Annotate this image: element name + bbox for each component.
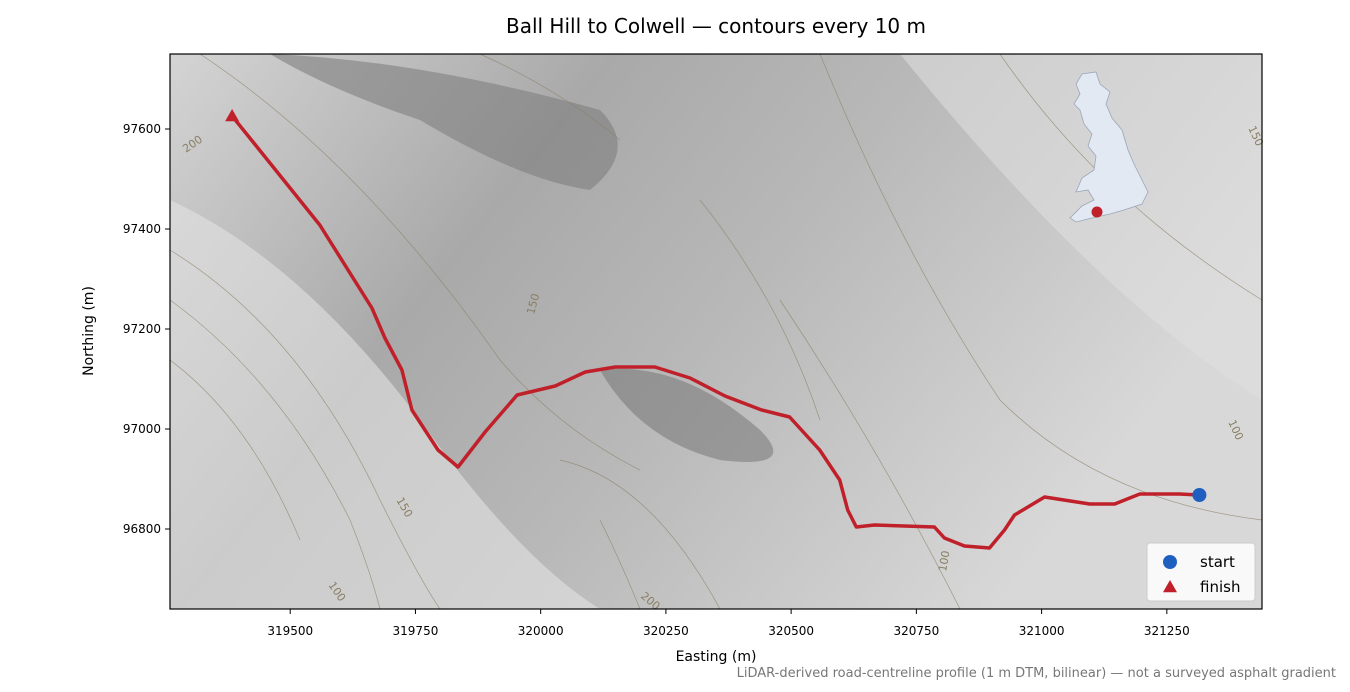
legend-swatch [1163, 555, 1177, 569]
start-marker [1192, 488, 1207, 502]
contour-label: 100 [936, 550, 952, 573]
x-tick-label: 319500 [267, 624, 313, 638]
terrain [170, 54, 1262, 609]
y-tick-label: 97600 [123, 122, 161, 136]
chart-title: Ball Hill to Colwell — contours every 10… [506, 14, 926, 38]
x-tick-label: 320000 [518, 624, 564, 638]
legend-swatch [1163, 580, 1177, 593]
legend-label: finish [1200, 578, 1240, 596]
legend-label: start [1200, 553, 1235, 571]
contour-label: 150 [524, 292, 542, 316]
y-tick-label: 96800 [123, 522, 161, 536]
x-tick-label: 321250 [1144, 624, 1190, 638]
x-tick-label: 319750 [393, 624, 439, 638]
x-axis-label: Easting (m) [676, 649, 757, 665]
inset-map [1069, 71, 1149, 223]
route-line [230, 114, 1200, 550]
x-tick-label: 320750 [893, 624, 939, 638]
y-tick-label: 97000 [123, 422, 161, 436]
legend: start finish [1146, 542, 1256, 602]
x-tick-label: 320250 [643, 624, 689, 638]
finish-marker [225, 109, 240, 122]
y-tick-label: 97200 [123, 322, 161, 336]
y-axis-label: Northing (m) [81, 286, 97, 376]
plot-frame [169, 53, 1263, 610]
y-tick-label: 97400 [123, 222, 161, 236]
x-tick-label: 320500 [768, 624, 814, 638]
footnote: LiDAR-derived road-centreline profile (1… [737, 666, 1336, 681]
x-tick-label: 321000 [1019, 624, 1065, 638]
